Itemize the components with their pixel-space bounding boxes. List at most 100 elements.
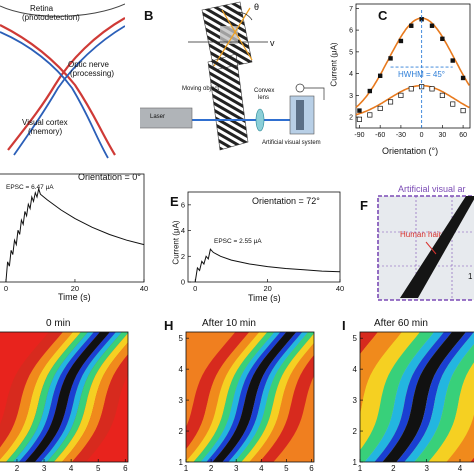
tuning-point: [429, 23, 435, 28]
array-title: Artificial visual ar: [398, 184, 466, 194]
map-contours: [0, 332, 128, 462]
map-h-title: After 10 min: [202, 318, 256, 329]
map-ytick-label: 3: [353, 396, 358, 405]
chart-xtick-label: 40: [336, 284, 344, 293]
optic-path-right: [7, 17, 125, 151]
epsc-chart-72: 0 20 40 0 2 4 6: [181, 191, 344, 293]
tuning-point: [440, 36, 445, 42]
map-ytick-label: 2: [353, 427, 358, 436]
contour-band: [446, 414, 474, 462]
laser-label: Laser: [150, 114, 166, 120]
tuning-point: [398, 92, 404, 98]
human-hair: [400, 196, 474, 298]
map-xtick-label: 4: [259, 464, 264, 473]
map-xtick-label: 5: [96, 464, 101, 473]
tuning-point: [377, 105, 383, 111]
epsc-0-xlabel: Time (s): [58, 292, 91, 302]
tuning-point: [429, 86, 435, 92]
panel-letter-h: H: [164, 318, 174, 333]
tuning-point: [460, 75, 466, 81]
panel-d: 0 20 40 Orientation = 0° EPSC = 6.47 μA Ti…: [0, 170, 150, 305]
tuning-chart: -90 -60 -30 0 30 60 2 3 4 5 6 7: [349, 3, 471, 139]
optic-nerve-label: Optic nerve: [68, 60, 109, 69]
contour-band: [360, 332, 402, 415]
tuning-ytick-label: 3: [349, 93, 353, 100]
map-ytick-label: 4: [179, 365, 184, 374]
tuning-xtick-label: 0: [420, 132, 424, 139]
hair-image: [377, 195, 474, 301]
panel-a: Retina (photodetection) Optic nerve (pro…: [0, 0, 125, 160]
contour-band: [374, 332, 452, 462]
tuning-ylabel: Current (μA): [329, 42, 339, 87]
meter-icon: [295, 83, 305, 93]
chart-xtick-label: 0: [4, 284, 8, 293]
contour-band: [186, 332, 250, 450]
optic-path-right-blue: [13, 25, 125, 156]
map-xtick-label: 2: [391, 464, 396, 473]
moving-object-label: Moving object: [182, 86, 220, 92]
contour-band: [396, 332, 474, 462]
convex-lens: [255, 108, 265, 132]
cortex-label: Visual cortex: [22, 118, 68, 127]
tuning-point: [377, 73, 383, 78]
map-ytick-label: 2: [179, 427, 184, 436]
map-xtick-label: 1: [184, 464, 189, 473]
panel-h: H After 10 min 1 2 3 4 5 6 1 2 3 4 5: [160, 310, 320, 474]
contour-band: [364, 332, 444, 462]
chart-ytick-label: 4: [181, 226, 185, 235]
map-g: 2 3 4 5 6: [0, 331, 129, 473]
retina-label: Retina: [30, 4, 54, 13]
panel-e: E 0 20 40 0 2 4 6 Orientation = 72° EPSC = 2.5…: [160, 170, 346, 305]
convex-lens-sublabel: lens: [258, 95, 270, 101]
panel-letter-f: F: [360, 198, 368, 213]
panel-letter-i: I: [342, 318, 346, 333]
tuning-xtick-label: -60: [375, 132, 385, 139]
optic-path-left-blue: [0, 31, 109, 159]
tuning-point: [460, 108, 466, 114]
chart-ytick-label: 0: [181, 278, 185, 287]
convex-lens-label: Convex: [254, 88, 275, 94]
epsc-72-xlabel: Time (s): [248, 293, 281, 303]
chart-ytick-label: 2: [181, 252, 185, 261]
tuning-xtick-label: 60: [459, 132, 467, 139]
chart-xtick-label: 20: [71, 284, 79, 293]
map-xtick-label: 2: [209, 464, 214, 473]
contour-band: [24, 332, 110, 462]
map-xtick-label: 2: [15, 464, 20, 473]
chart-frame: [0, 173, 145, 283]
tuning-xtick-label: -30: [396, 132, 406, 139]
tuning-xtick-label: -90: [354, 132, 364, 139]
tuning-point: [356, 116, 363, 122]
contour-band: [46, 332, 128, 462]
map-ytick-label: 5: [179, 334, 184, 343]
tuning-xtick-label: 30: [438, 132, 446, 139]
epsc-0-title: Orientation = 0°: [78, 172, 141, 182]
grating-window: [220, 26, 238, 44]
tuning-point: [439, 92, 445, 98]
contour-band: [259, 354, 314, 462]
setup-diagram: [140, 1, 325, 151]
array-scale: 1: [468, 272, 473, 281]
chart-series-line: [5, 186, 145, 283]
map-frame: [359, 331, 474, 463]
theta-label: θ: [254, 2, 260, 12]
contour-band: [470, 457, 474, 462]
laser-box: [140, 107, 193, 129]
hwhm-label: HWHM = 45°: [398, 70, 445, 79]
optic-path-left: [0, 24, 116, 156]
contour-band: [186, 332, 260, 462]
cortex-sublabel: (memory): [28, 127, 63, 136]
map-contours: [360, 332, 474, 462]
tuning-point: [409, 23, 414, 28]
panel-c: C -90 -60 -30 0 30 60 2 3 4 5 6 7 Current (μA) Orie…: [330, 0, 474, 160]
tuning-ytick-label: 2: [349, 115, 353, 122]
tuning-ytick-label: 4: [349, 71, 353, 78]
tuning-point: [357, 108, 362, 113]
tuning-point: [367, 112, 373, 118]
map-xtick-label: 3: [424, 464, 429, 473]
epsc-chart-0: 0 20 40: [0, 173, 148, 293]
panel-letter-e: E: [170, 194, 179, 209]
chart-xtick-label: 40: [140, 284, 148, 293]
hair-label: Human hair: [400, 230, 442, 239]
epsc-0-value: EPSC = 6.47 μA: [6, 184, 54, 191]
